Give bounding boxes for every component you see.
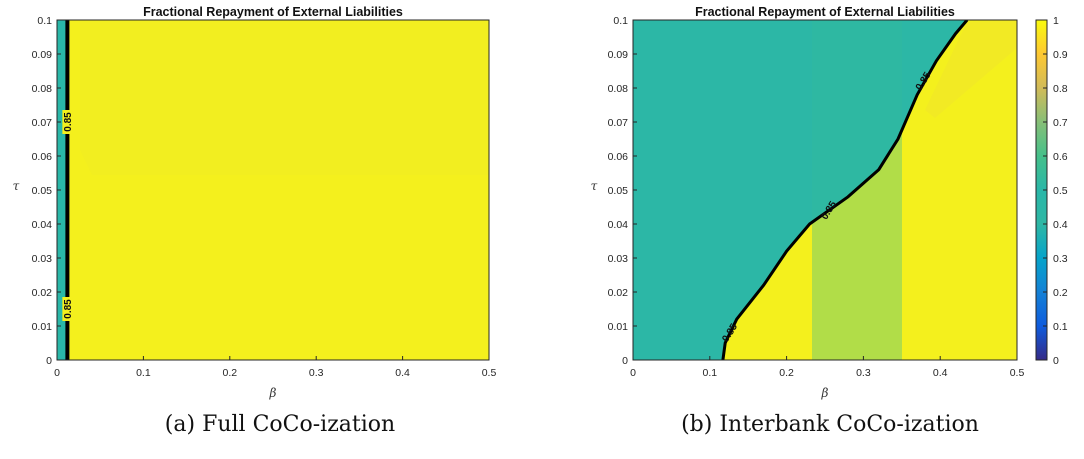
colorbar-tick-label: 0.1 [1053, 321, 1068, 333]
contour-label: 0.85 [63, 299, 74, 319]
y-axis-label: τ [13, 179, 20, 193]
x-tick-label: 0.5 [482, 367, 497, 379]
x-tick-label: 0.2 [222, 367, 237, 379]
x-tick-label: 0 [630, 367, 636, 379]
chart-panel-interbank-coco: 0 0.1 0.2 0.3 0.4 0.5 0 0.01 0.02 0.03 0.04 0.05 0.… [591, 5, 1025, 400]
y-axis: 0 0.01 0.02 0.03 0.04 0.05 0.06 0.07 0.08 0.09 0.1 [608, 15, 637, 367]
y-tick-label: 0.06 [32, 151, 53, 163]
x-tick-label: 0.4 [395, 367, 410, 379]
x-tick-label: 0.4 [933, 367, 948, 379]
y-tick-label: 0.06 [608, 151, 629, 163]
y-tick-label: 0.04 [32, 219, 53, 231]
y-tick-label: 0.02 [32, 287, 53, 299]
y-tick-label: 0.04 [608, 219, 629, 231]
y-tick-label: 0 [622, 355, 628, 367]
contour-label-bg [62, 110, 73, 134]
heatmap-region-low [57, 20, 68, 360]
y-tick-label: 0.1 [613, 15, 628, 27]
colorbar-tick-label: 0 [1053, 355, 1059, 367]
chart-title: Fractional Repayment of External Liabili… [695, 5, 955, 19]
colorbar-tick-label: 0.7 [1053, 117, 1068, 129]
y-tick-label: 0.02 [608, 287, 629, 299]
y-axis: 0 0.01 0.02 0.03 0.04 0.05 0.06 0.07 0.08 0.09 0.1 [32, 15, 61, 367]
x-axis-label: β [269, 386, 277, 400]
y-tick-label: 0 [46, 355, 52, 367]
x-tick-label: 0.1 [702, 367, 717, 379]
x-tick-label: 0.1 [136, 367, 151, 379]
x-tick-label: 0 [54, 367, 60, 379]
colorbar-tick-label: 0.8 [1053, 83, 1068, 95]
contour-labels: 0.85 0.85 [62, 110, 74, 321]
y-tick-label: 0.01 [32, 321, 53, 333]
y-tick-label: 0.03 [608, 253, 629, 265]
y-tick-label: 0.07 [608, 117, 629, 129]
figure: 0 0.1 0.2 0.3 0.4 0.5 0 0.01 0.02 0.03 0.04 0.05 0.… [13, 5, 1068, 400]
heatmap-fill [633, 20, 1017, 360]
y-tick-label: 0.05 [32, 185, 53, 197]
y-tick-label: 0.09 [608, 49, 629, 61]
colorbar-tick-label: 1 [1053, 15, 1059, 27]
colorbar-tick-label: 0.2 [1053, 287, 1068, 299]
y-tick-label: 0.08 [608, 83, 629, 95]
y-tick-label: 0.08 [32, 83, 53, 95]
colorbar-tick-label: 0.4 [1053, 219, 1068, 231]
contour-label: 0.85 [63, 112, 74, 132]
colorbar-ticks: 0 0.1 0.2 0.3 0.4 0.5 0.6 0.7 0.8 0.9 1 [1043, 15, 1068, 367]
y-tick-label: 0.03 [32, 253, 53, 265]
contour-label-bg [62, 297, 73, 321]
colorbar-tick-label: 0.5 [1053, 185, 1068, 197]
caption-b: (b) Interbank CoCo-ization [681, 412, 979, 437]
y-tick-label: 0.07 [32, 117, 53, 129]
heatmap-region-low [633, 20, 968, 360]
x-tick-label: 0.3 [856, 367, 871, 379]
y-axis-label: τ [591, 179, 598, 193]
y-tick-label: 0.1 [37, 15, 52, 27]
colorbar-tick-label: 0.6 [1053, 151, 1068, 163]
x-axis-label: β [821, 386, 829, 400]
x-tick-label: 0.5 [1010, 367, 1025, 379]
contour-line [721, 20, 969, 360]
y-tick-label: 0.05 [608, 185, 629, 197]
x-axis: 0 0.1 0.2 0.3 0.4 0.5 [630, 356, 1024, 379]
chart-title: Fractional Repayment of External Liabili… [143, 5, 403, 19]
x-axis: 0 0.1 0.2 0.3 0.4 0.5 [54, 356, 496, 379]
y-tick-label: 0.01 [608, 321, 629, 333]
heatmap-fill [57, 20, 489, 360]
x-tick-label: 0.2 [779, 367, 794, 379]
caption-a: (a) Full CoCo-ization [164, 412, 396, 437]
y-tick-label: 0.09 [32, 49, 53, 61]
x-tick-label: 0.3 [309, 367, 324, 379]
colorbar-tick-label: 0.9 [1053, 49, 1068, 61]
chart-panel-full-coco: 0 0.1 0.2 0.3 0.4 0.5 0 0.01 0.02 0.03 0.04 0.05 0.… [13, 5, 497, 400]
colorbar-tick-label: 0.3 [1053, 253, 1068, 265]
colorbar: 0 0.1 0.2 0.3 0.4 0.5 0.6 0.7 0.8 0.9 1 [1035, 15, 1068, 367]
